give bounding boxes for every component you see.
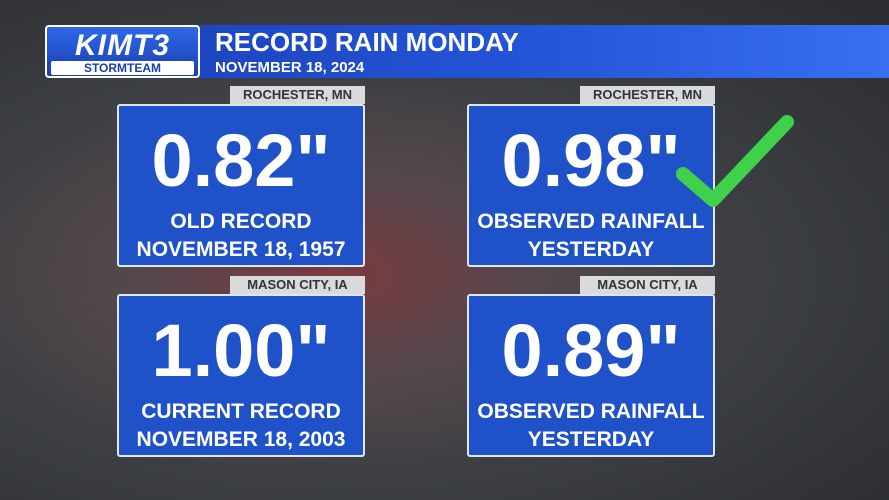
- card: 0.89" OBSERVED RAINFALL YESTERDAY: [467, 294, 715, 457]
- check-icon: [676, 115, 794, 207]
- value: 0.98": [501, 119, 681, 202]
- value: 1.00": [151, 309, 331, 392]
- location-tab: MASON CITY, IA: [580, 276, 715, 294]
- label-line: NOVEMBER 18, 1957: [136, 238, 346, 261]
- card: 1.00" CURRENT RECORD NOVEMBER 18, 2003: [117, 294, 365, 457]
- label-line: CURRENT RECORD: [141, 400, 341, 423]
- label-line: YESTERDAY: [527, 428, 655, 451]
- label-line: OBSERVED RAINFALL: [477, 400, 705, 423]
- subtitle: NOVEMBER 18, 2024: [215, 59, 365, 76]
- location-tab: ROCHESTER, MN: [230, 86, 365, 104]
- title: RECORD RAIN MONDAY: [215, 27, 519, 57]
- card: 0.98" OBSERVED RAINFALL YESTERDAY: [467, 104, 715, 267]
- label-line: NOVEMBER 18, 2003: [136, 428, 346, 451]
- label-line: OLD RECORD: [170, 210, 312, 233]
- value: 0.89": [501, 309, 681, 392]
- location-tab: MASON CITY, IA: [230, 276, 365, 294]
- logo: KIMT3 STORMTEAM: [45, 25, 200, 78]
- label-line: OBSERVED RAINFALL: [477, 210, 705, 233]
- checkmark: [676, 115, 794, 207]
- location-tab: ROCHESTER, MN: [580, 86, 715, 104]
- logo-subtext: STORMTEAM: [51, 61, 194, 75]
- card: 0.82" OLD RECORD NOVEMBER 18, 1957: [117, 104, 365, 267]
- logo-text: KIMT3: [75, 29, 170, 62]
- value: 0.82": [151, 119, 331, 202]
- label-line: YESTERDAY: [527, 238, 655, 261]
